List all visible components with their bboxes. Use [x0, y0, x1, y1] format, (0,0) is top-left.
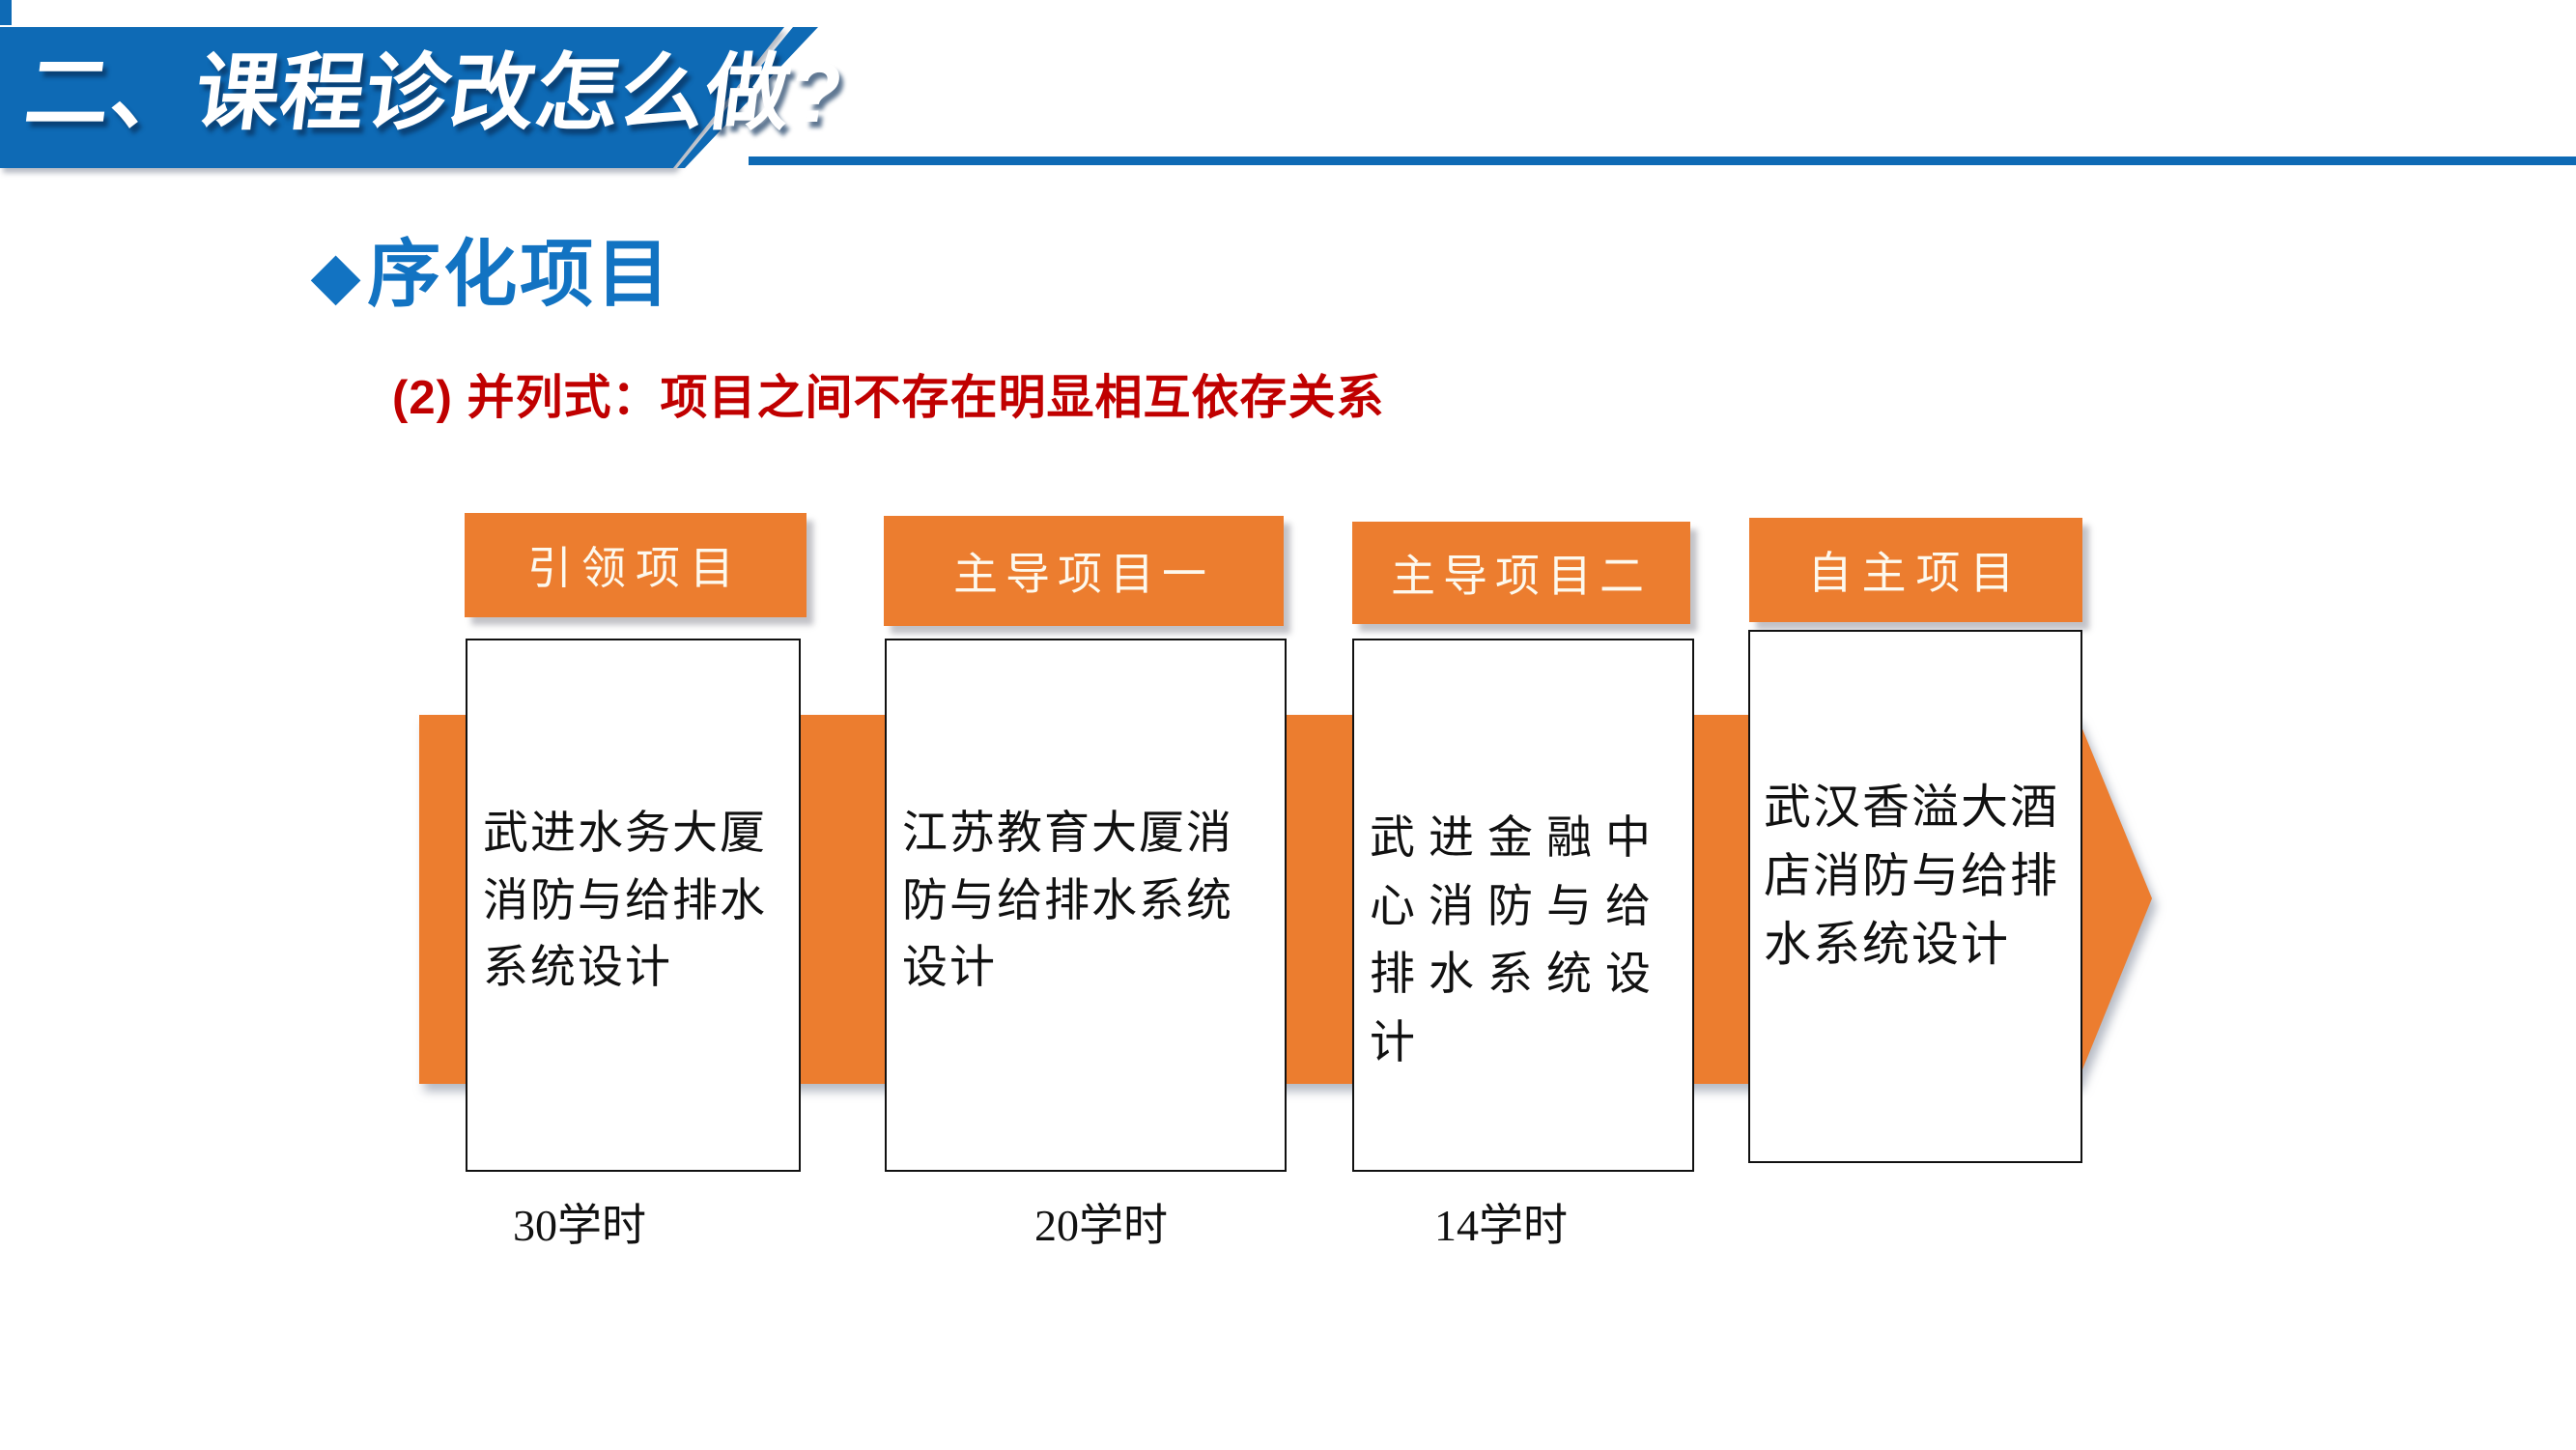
title-banner-shape [0, 0, 818, 168]
section-heading-label: 序化项目 [367, 234, 673, 316]
subheading: (2) 并列式：项目之间不存在明显相互依存关系 [392, 372, 1385, 424]
project-header-label: 自主项目 [1807, 549, 2024, 598]
project-header-leading: 引领项目 [465, 513, 807, 617]
project-header-dominant-1: 主导项目一 [884, 516, 1284, 626]
project-box-leading: 武进水务大厦消防与给排水系统设计 [466, 639, 801, 1172]
hours-label: 14学时 [1434, 1201, 1568, 1250]
project-body-text: 江苏教育大厦消防与给排水系统设计 [902, 809, 1233, 994]
project-header-label: 引领项目 [527, 544, 744, 593]
banner-corner-notch [0, 0, 12, 25]
section-heading: ◆ 序化项目 [312, 235, 672, 316]
hours-label: 30学时 [513, 1201, 646, 1250]
project-body-text: 武进金融中心消防与给排水系统设计 [1370, 813, 1664, 1068]
project-box-independent: 武汉香溢大酒店消防与给排水系统设计 [1748, 630, 2082, 1163]
project-header-label: 主导项目二 [1391, 552, 1652, 601]
banner-main-polygon [0, 27, 784, 168]
project-header-independent: 自主项目 [1749, 518, 2082, 622]
project-box-dominant-2: 武进金融中心消防与给排水系统设计 [1352, 639, 1694, 1172]
banner-accent-sliver [677, 27, 818, 168]
project-header-label: 主导项目一 [953, 550, 1214, 599]
hours-label: 20学时 [1034, 1201, 1168, 1250]
diamond-bullet-icon: ◆ [312, 240, 360, 310]
project-body-text: 武进水务大厦消防与给排水系统设计 [483, 809, 767, 994]
project-box-dominant-1: 江苏教育大厦消防与给排水系统设计 [885, 639, 1287, 1172]
project-header-dominant-2: 主导项目二 [1352, 522, 1690, 624]
header-rule-line [749, 156, 2576, 165]
project-body-text: 武汉香溢大酒店消防与给排水系统设计 [1764, 781, 2060, 972]
slide-title: 二、课程诊改怎么做? [19, 46, 849, 140]
